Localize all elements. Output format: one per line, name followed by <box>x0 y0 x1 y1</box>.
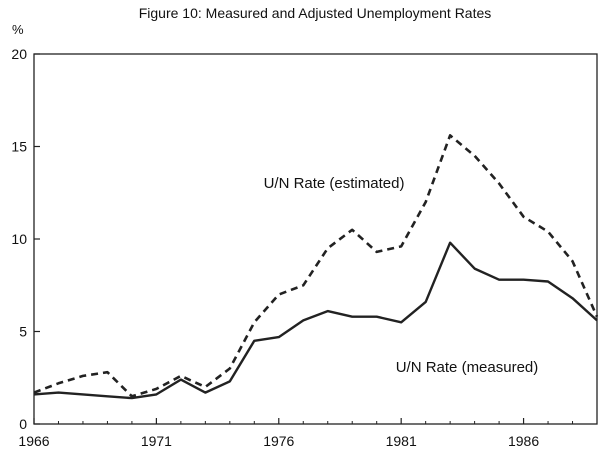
y-tick-label: 10 <box>11 231 27 247</box>
plot-area-frame <box>33 53 598 425</box>
y-tick-label: 5 <box>19 324 27 340</box>
estimated-series-label: U/N Rate (estimated) <box>264 175 405 192</box>
x-tick-label: 1986 <box>508 433 539 449</box>
chart-title: Figure 10: Measured and Adjusted Unemplo… <box>139 5 492 21</box>
x-axis: 1966 1971 1976 1981 1986 <box>18 418 574 449</box>
y-tick-label: 15 <box>11 139 27 155</box>
measured-series-label: U/N Rate (measured) <box>396 359 539 376</box>
x-tick-label: 1976 <box>263 433 294 449</box>
y-axis-unit-label: % <box>12 22 24 37</box>
y-axis: 0 5 10 15 20 <box>11 46 40 432</box>
x-tick-label: 1971 <box>141 433 172 449</box>
y-tick-label: 0 <box>19 416 27 432</box>
series-lines <box>33 134 599 400</box>
y-tick-label: 20 <box>11 46 27 62</box>
measured-series-line <box>33 241 598 400</box>
x-tick-label: 1966 <box>18 433 49 449</box>
x-tick-label: 1981 <box>386 433 417 449</box>
